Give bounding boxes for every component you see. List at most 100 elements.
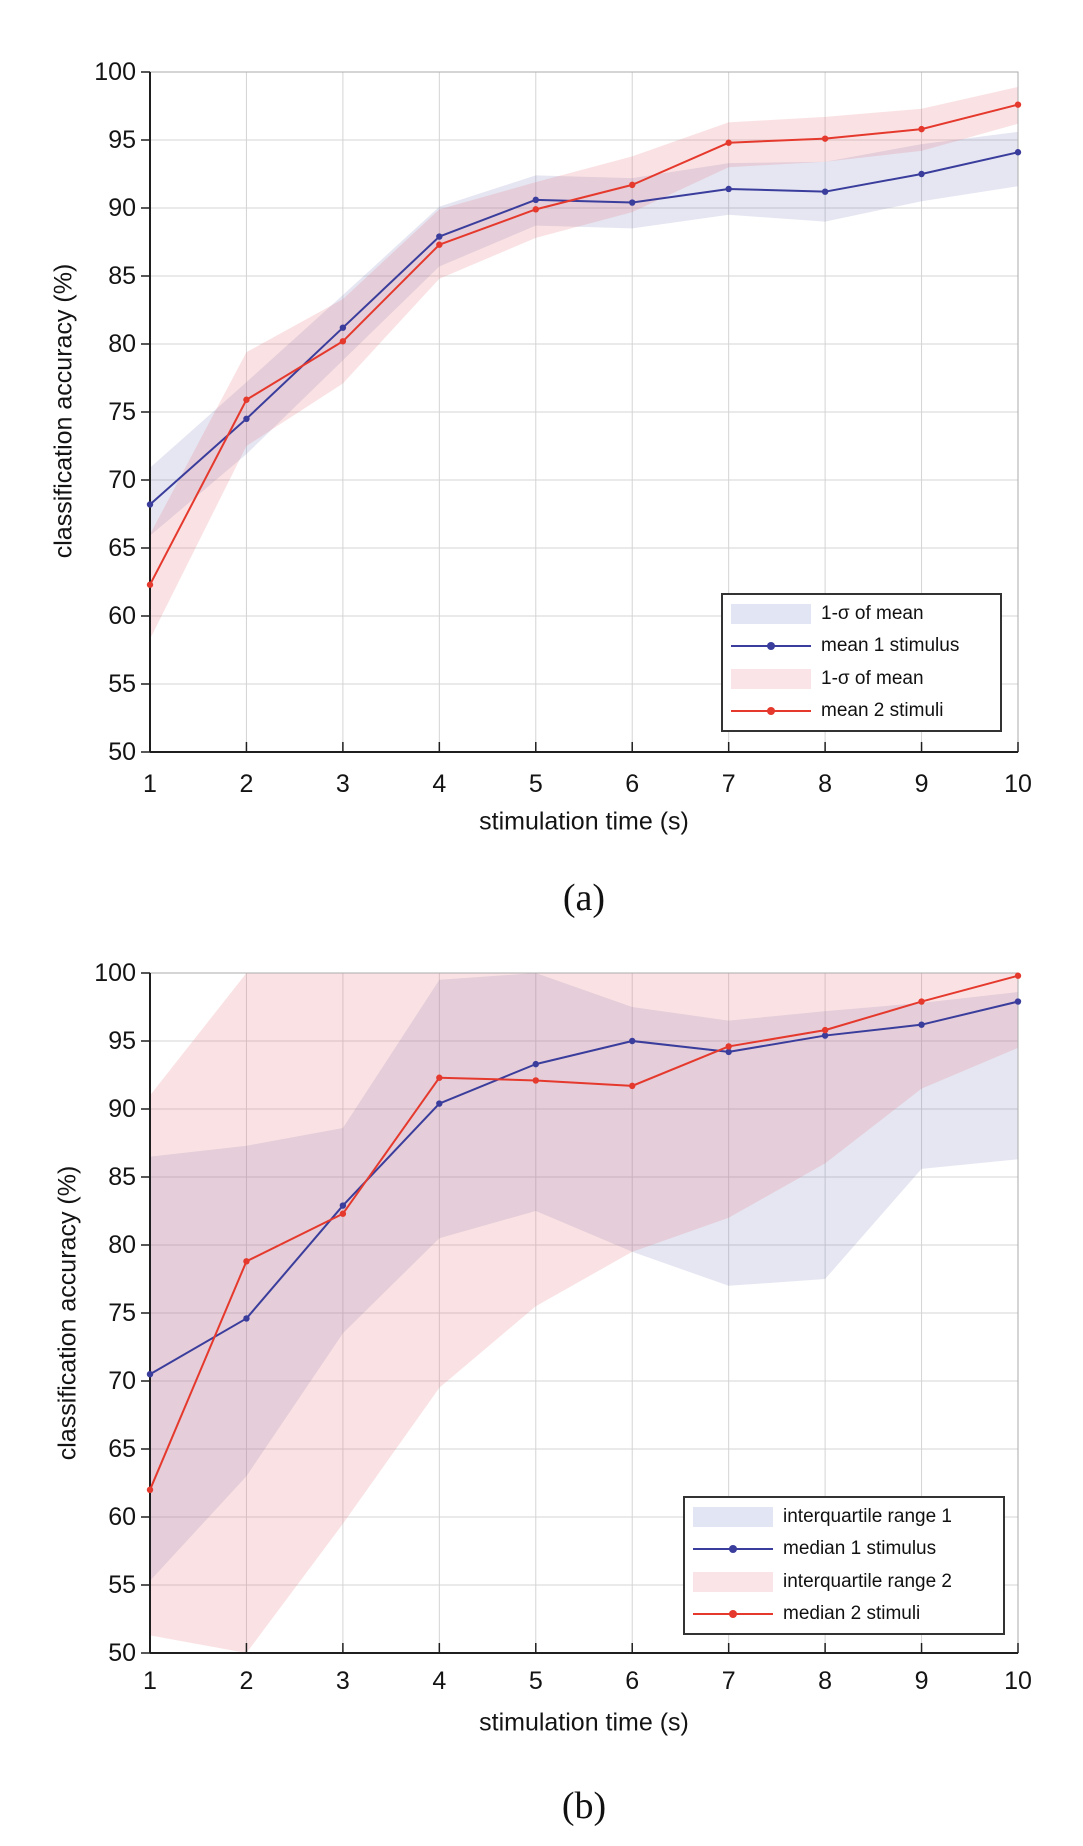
y-tick-label: 80	[108, 330, 136, 358]
data-point	[339, 1210, 347, 1217]
data-point	[821, 135, 829, 142]
data-point	[629, 1082, 636, 1090]
data-point	[918, 1021, 925, 1028]
y-tick-label: 75	[108, 1299, 136, 1327]
y-tick-label: 100	[94, 58, 136, 86]
legend-row: 1-σ of mean	[723, 668, 1000, 690]
data-point	[918, 998, 925, 1005]
data-point	[243, 1315, 250, 1322]
x-tick-label: 10	[1004, 1667, 1032, 1695]
legend-label: 1-σ of mean	[821, 667, 924, 689]
legend-label: interquartile range 1	[783, 1506, 952, 1528]
legend-row: interquartile range 2	[685, 1571, 1003, 1593]
data-point	[532, 196, 539, 204]
band-swatch-blue	[693, 1507, 773, 1528]
data-point	[629, 181, 636, 189]
legend-label: mean 2 stimuli	[821, 699, 944, 721]
data-point	[725, 1048, 732, 1056]
x-axis-label-a: stimulation time (s)	[479, 807, 689, 836]
x-tick-label: 8	[818, 1667, 832, 1695]
legend-row: interquartile range 1	[685, 1506, 1003, 1528]
line-swatch-blue	[731, 642, 811, 651]
y-tick-label: 65	[108, 534, 136, 562]
data-point	[146, 1486, 154, 1494]
x-tick-label: 7	[722, 770, 736, 798]
legend-row: 1-σ of mean	[723, 603, 1000, 625]
data-point	[821, 188, 829, 195]
band-swatch-red	[731, 668, 811, 689]
x-tick-label: 4	[432, 1667, 446, 1695]
caption-a: (a)	[562, 877, 606, 919]
chart-panel-a: 1 2 3 4 5 6 7 8 9 10 50 55 60 65 70 75 80 85 90 95 100	[94, 58, 1032, 798]
y-tick-label: 70	[108, 1367, 136, 1395]
legend-label: interquartile range 2	[783, 1570, 952, 1592]
x-tick-label: 2	[239, 1667, 253, 1695]
series-line-2	[149, 103, 1019, 586]
legend-label: 1-σ of mean	[821, 603, 924, 625]
data-point	[918, 170, 925, 178]
x-tick-label: 5	[529, 1667, 543, 1695]
x-tick-label: 3	[336, 1667, 350, 1695]
data-point	[1014, 149, 1022, 156]
x-tick-label: 2	[239, 770, 253, 798]
line-swatch-red	[731, 706, 811, 715]
y-tick-label: 85	[108, 1163, 136, 1191]
data-point	[243, 1258, 250, 1265]
x-tick-label: 8	[818, 770, 832, 798]
data-point	[629, 199, 636, 206]
series-band-1	[150, 973, 1018, 1581]
legend-a: 1-σ of mean mean 1 stimulus 1-σ of mean …	[721, 593, 1002, 732]
data-point	[821, 1026, 829, 1034]
marker-dot-icon	[729, 1545, 737, 1554]
y-tick-label: 100	[94, 959, 136, 987]
line-swatch-red	[693, 1609, 773, 1618]
data-point	[339, 1202, 347, 1209]
data-point	[436, 1100, 443, 1107]
data-point	[146, 1371, 154, 1378]
x-tick-label: 9	[915, 1667, 929, 1695]
data-point	[243, 415, 250, 422]
legend-b: interquartile range 1 median 1 stimulus …	[683, 1496, 1005, 1635]
legend-label: median 2 stimuli	[783, 1602, 921, 1624]
data-point	[629, 1037, 636, 1045]
legend-label: mean 1 stimulus	[821, 635, 960, 657]
series-line-1	[149, 1000, 1019, 1376]
data-point	[532, 206, 539, 213]
y-tick-label: 65	[108, 1435, 136, 1463]
series-line-1	[149, 151, 1019, 506]
data-point	[339, 338, 347, 345]
data-point	[532, 1060, 539, 1068]
y-tick-label: 70	[108, 466, 136, 494]
data-point	[821, 1032, 829, 1039]
data-point	[1014, 101, 1022, 108]
data-point	[725, 139, 732, 146]
marker-dot-icon	[767, 706, 775, 715]
y-tick-label: 55	[108, 1571, 136, 1599]
x-tick-label: 3	[336, 770, 350, 798]
y-tick-label: 50	[108, 738, 136, 766]
y-tick-label: 50	[108, 1639, 136, 1667]
caption-b: (b)	[561, 1785, 607, 1827]
x-tick-label: 5	[529, 770, 543, 798]
line-swatch-blue	[693, 1545, 773, 1554]
x-tick-label: 10	[1004, 770, 1032, 798]
y-tick-label: 90	[108, 194, 136, 222]
y-tick-label: 55	[108, 670, 136, 698]
legend-row: median 1 stimulus	[685, 1538, 1003, 1560]
y-tick-label: 75	[108, 398, 136, 426]
series-line-2	[149, 974, 1019, 1491]
y-tick-label: 80	[108, 1231, 136, 1259]
band-swatch-blue	[731, 604, 811, 625]
band-swatch-red	[693, 1571, 773, 1592]
y-tick-label: 95	[108, 1027, 136, 1055]
y-tick-label: 85	[108, 262, 136, 290]
legend-row: mean 1 stimulus	[723, 635, 1000, 657]
series-band-2	[150, 973, 1018, 1653]
data-point	[146, 581, 154, 588]
data-point	[725, 185, 732, 193]
x-tick-label: 6	[625, 1667, 639, 1695]
chart-panel-b: 1 2 3 4 5 6 7 8 9 10 50 55 60 65 70 75 80 85 90 95 100	[94, 959, 1032, 1695]
y-tick-label: 90	[108, 1095, 136, 1123]
